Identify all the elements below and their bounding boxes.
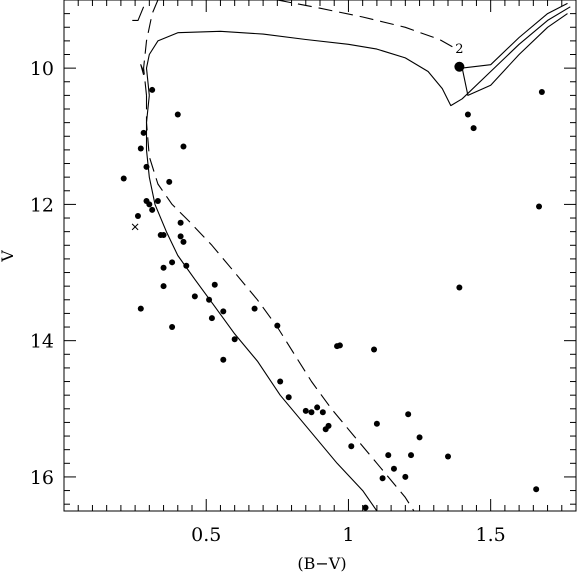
star-point [191,293,198,300]
isochrone-curves [132,0,571,511]
x-tick-label: 1 [342,524,354,546]
star-point [348,443,355,450]
star-point [166,178,173,185]
star-point [183,262,190,269]
star-point [336,342,343,349]
star-point [143,163,150,170]
star-point [208,315,215,322]
star-point [140,129,147,136]
y-tick-label: 12 [30,194,54,216]
star-point [405,411,412,418]
solid-isochrone [145,6,571,107]
x-axis-title: (B−V) [297,554,346,573]
star-point [308,409,315,416]
star-point [373,420,380,427]
special-markers: 2 [131,42,465,231]
star-point [536,203,543,210]
solid-isochrone [461,13,568,96]
tick-labels: 0.5 1 1.5 10 12 14 16 [30,58,506,546]
star-point [379,475,386,482]
star-point [177,219,184,226]
star-point [154,197,161,204]
star-point [174,111,181,118]
star-point [408,452,415,459]
star-point [325,422,332,429]
star-point [285,394,292,401]
star-point [277,378,284,385]
star-point [456,284,463,291]
annotation-label: 2 [455,42,463,57]
solid-isochrone [462,2,568,69]
star-point [211,281,218,288]
star-point [231,336,238,343]
star-point [220,356,227,363]
star-point [362,504,369,511]
solid-isochrone [140,64,145,76]
axis-ticks [64,0,576,511]
dashed-isochrone [145,95,415,511]
star-point [390,465,397,472]
star-point [314,404,321,411]
star-point [134,212,141,219]
dashed-isochrone [277,0,457,50]
star-point [160,264,167,271]
cross-marker [131,223,139,231]
star-point [533,486,540,493]
star-points [120,86,545,511]
cross-stroke [131,223,139,231]
star-point [538,88,545,95]
dashed-isochrone [143,0,159,96]
star-point [464,111,471,118]
y-tick-label: 10 [30,58,54,80]
star-point [169,324,176,331]
large-star-point [454,61,465,72]
star-point [206,296,213,303]
star-point [416,434,423,441]
star-point [137,145,144,152]
star-point [160,232,167,239]
star-point [120,175,127,182]
x-tick-label: 0.5 [191,524,221,546]
x-tick-label: 1.5 [476,524,506,546]
y-tick-label: 14 [30,331,54,353]
star-point [149,206,156,213]
star-point [445,453,451,460]
y-axis-title: V [0,250,17,263]
star-point [137,305,144,312]
star-point [302,407,309,414]
star-point [146,201,153,208]
star-point [180,143,187,150]
star-point [160,283,167,290]
solid-isochrone [145,95,378,511]
star-point [149,86,156,93]
star-point [169,259,176,266]
star-point [180,238,187,245]
star-point [319,409,326,416]
star-point [274,322,281,329]
y-tick-label: 16 [30,467,54,489]
star-point [470,125,477,132]
star-point [371,346,378,353]
star-point [251,305,258,312]
star-point [177,233,184,240]
star-point [220,308,227,315]
star-point [402,473,409,480]
solid-isochrone [132,6,145,21]
star-point [385,452,392,459]
